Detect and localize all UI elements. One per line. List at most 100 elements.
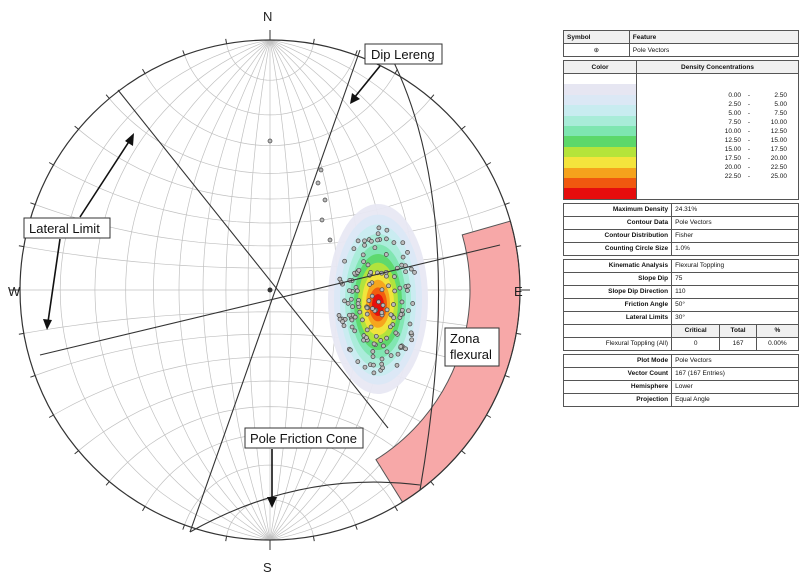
pole-point [399, 262, 405, 268]
density-header: Density Concentrations [636, 60, 799, 74]
friction-value: 50° [671, 297, 799, 312]
north-label: N [263, 9, 272, 24]
zona-callout: Zona flexural [444, 327, 500, 367]
pole-point [406, 308, 411, 314]
vector-count-label: Vector Count [562, 366, 673, 381]
tick-mark [105, 481, 110, 486]
density-range-row: 10.00-12.50 [724, 128, 787, 136]
pole-point [347, 288, 352, 294]
pole-point [355, 359, 361, 364]
lateral-limit-line [117, 89, 389, 429]
density-range-row: 5.00-7.50 [728, 110, 787, 118]
tick-mark [486, 414, 492, 418]
pole-point [342, 258, 347, 264]
pole-point [384, 335, 389, 341]
pole-point [337, 276, 343, 282]
pole-point [376, 299, 381, 305]
pole-point [362, 238, 367, 244]
pole-point [407, 321, 413, 327]
pole-point [349, 324, 355, 330]
symbol-table: Symbol Feature ⊕ Pole Vectors [563, 30, 800, 57]
pole-point [318, 167, 324, 173]
hemisphere-label: Hemisphere [562, 379, 673, 394]
slope-dip-value: 75 [671, 271, 799, 286]
feature-header: Feature [628, 30, 800, 44]
density-range-row: 0.00-2.50 [728, 92, 787, 100]
max-density-value: 24.31% [671, 202, 799, 217]
tick-mark [355, 524, 358, 530]
density-range-row: 12.50-15.00 [724, 137, 787, 145]
pole-point [364, 335, 369, 340]
pole-point [408, 266, 414, 272]
tick-mark [18, 245, 24, 248]
plot-mode-value: Pole Vectors [671, 353, 799, 368]
pole-point [405, 288, 410, 293]
color-swatch [564, 94, 636, 106]
case-label: Flexural Toppling (All) [562, 336, 673, 351]
tick-mark [461, 450, 466, 455]
tick-mark [355, 50, 358, 56]
pole-point [380, 365, 385, 371]
pole-point [392, 274, 397, 279]
pole-point [336, 313, 342, 318]
pct-value: 0.00% [755, 336, 800, 351]
density-ranges: 0.00-2.50 2.50-5.00 5.00-7.50 7.50-10.00 10.… [636, 73, 799, 200]
tick-mark [486, 162, 492, 166]
symbol-header: Symbol [563, 30, 630, 44]
pole-point [383, 252, 389, 257]
pole-point [355, 301, 361, 306]
pole-point [378, 338, 384, 343]
pole-point [360, 317, 365, 323]
pole-point [368, 270, 374, 275]
pole-point [375, 231, 381, 237]
pole-point [345, 301, 351, 306]
tick-mark [74, 125, 79, 130]
pole-point [412, 270, 417, 275]
pole-point [386, 283, 391, 289]
tick-mark [30, 375, 36, 378]
color-swatch [564, 115, 636, 126]
pole-point [381, 343, 386, 349]
pole-point [361, 259, 366, 264]
color-swatch [564, 74, 636, 85]
pole-points [267, 138, 417, 376]
pole-point [400, 254, 406, 260]
pole-point [372, 245, 378, 251]
density-range-row: 15.00-17.50 [724, 146, 787, 154]
pole-point [366, 298, 372, 303]
dip-direction-line [39, 244, 501, 356]
critical-value: 0 [671, 336, 721, 351]
structural-lines [39, 44, 501, 533]
pole-point [365, 262, 371, 268]
tick-marks [10, 30, 530, 550]
counting-value: 1.0% [671, 241, 799, 256]
pole-point [340, 319, 345, 324]
pole-point [322, 197, 328, 203]
tick-mark [394, 68, 398, 74]
tick-mark [142, 506, 146, 512]
pole-point [397, 285, 403, 291]
projection-value: Equal Angle [671, 392, 799, 407]
tick-mark [182, 524, 185, 530]
tick-mark [394, 506, 398, 512]
dip-lereng-label: Dip Lereng [371, 47, 435, 62]
density-range-row: 17.50-20.00 [724, 155, 787, 163]
pole-point [394, 362, 400, 368]
pole-point [380, 302, 386, 308]
color-swatch [564, 157, 636, 168]
pole-point [373, 333, 379, 339]
tick-mark [182, 50, 185, 56]
pole-point [348, 296, 354, 302]
tick-mark [461, 125, 466, 130]
color-swatch [564, 188, 636, 199]
pole-point [360, 252, 366, 258]
pole-point [348, 347, 353, 353]
pole-point [384, 227, 390, 233]
pole-point [391, 302, 396, 307]
contour-dist-value: Fisher [671, 228, 799, 243]
color-ramp [564, 74, 636, 199]
pole-point [342, 298, 347, 304]
density-range-row: 20.00-22.50 [724, 164, 787, 172]
pole-point [341, 323, 347, 329]
contour-data-label: Contour Data [562, 215, 673, 230]
